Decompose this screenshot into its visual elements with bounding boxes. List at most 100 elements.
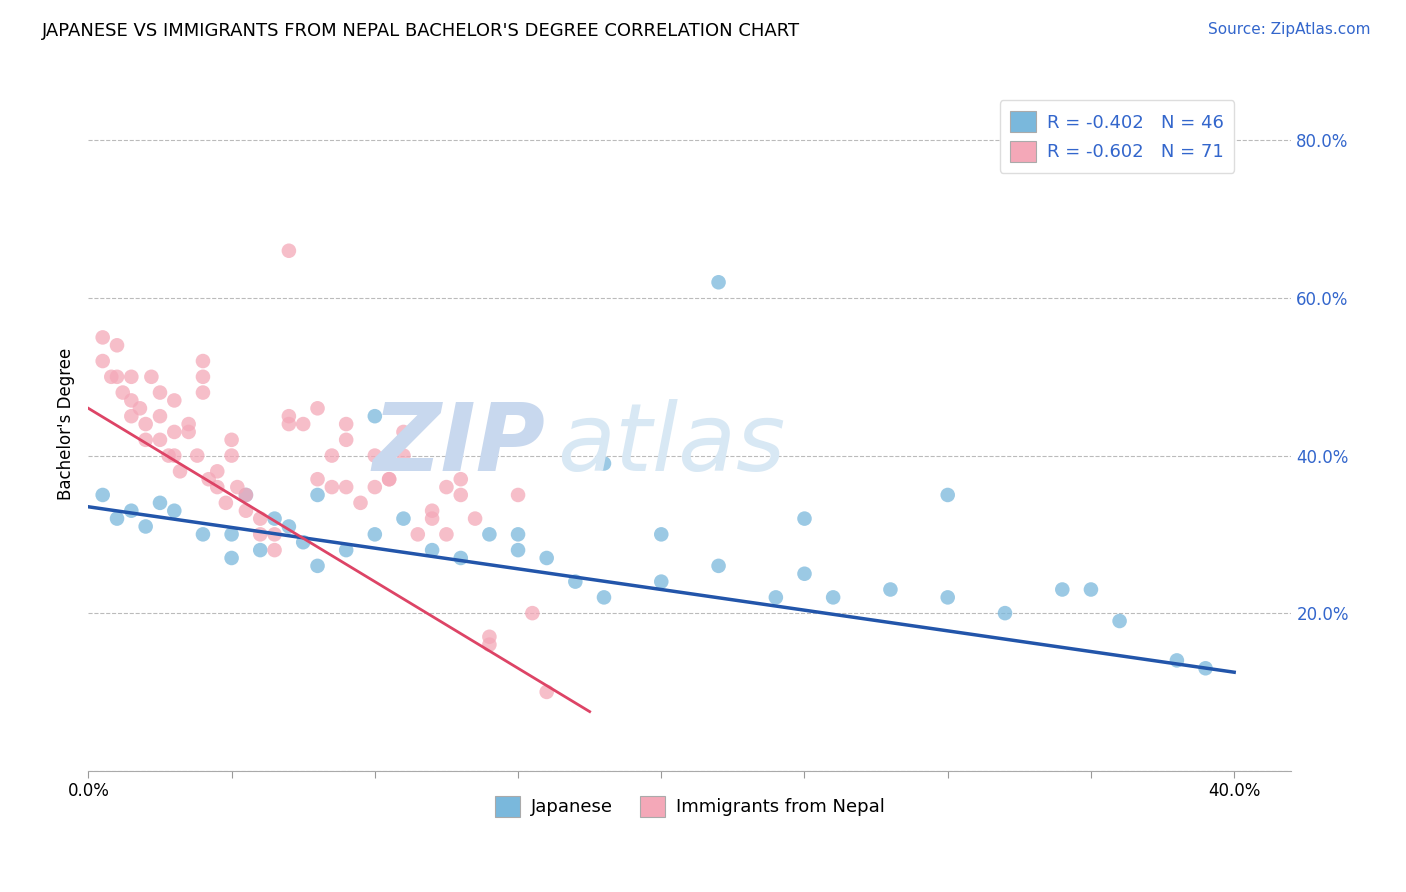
Point — [879, 582, 901, 597]
Point — [378, 472, 401, 486]
Point — [650, 574, 672, 589]
Point — [1166, 653, 1188, 667]
Point — [522, 606, 544, 620]
Point — [936, 488, 959, 502]
Point — [335, 543, 357, 558]
Point — [226, 480, 249, 494]
Point — [111, 385, 134, 400]
Point — [186, 449, 208, 463]
Point — [593, 591, 616, 605]
Point — [335, 480, 357, 494]
Point — [207, 464, 229, 478]
Point — [707, 275, 730, 289]
Point — [392, 511, 415, 525]
Point — [221, 551, 243, 566]
Point — [994, 606, 1017, 620]
Point — [263, 527, 285, 541]
Point — [141, 369, 163, 384]
Point — [235, 488, 257, 502]
Point — [135, 433, 157, 447]
Y-axis label: Bachelor's Degree: Bachelor's Degree — [58, 348, 75, 500]
Legend: Japanese, Immigrants from Nepal: Japanese, Immigrants from Nepal — [488, 789, 893, 824]
Point — [1194, 661, 1216, 675]
Point — [277, 519, 299, 533]
Point — [177, 417, 200, 431]
Point — [707, 558, 730, 573]
Point — [1080, 582, 1102, 597]
Point — [91, 488, 114, 502]
Point — [335, 417, 357, 431]
Point — [135, 519, 157, 533]
Point — [307, 558, 329, 573]
Point — [149, 496, 172, 510]
Point — [277, 409, 299, 424]
Point — [263, 511, 285, 525]
Point — [129, 401, 152, 416]
Point — [478, 630, 501, 644]
Point — [364, 449, 387, 463]
Point — [793, 511, 815, 525]
Point — [235, 504, 257, 518]
Point — [335, 433, 357, 447]
Point — [149, 409, 172, 424]
Point — [197, 472, 219, 486]
Point — [364, 480, 387, 494]
Point — [650, 527, 672, 541]
Point — [307, 488, 329, 502]
Point — [249, 527, 271, 541]
Point — [105, 369, 128, 384]
Point — [163, 393, 186, 408]
Point — [235, 488, 257, 502]
Point — [420, 543, 443, 558]
Point — [450, 472, 472, 486]
Point — [163, 425, 186, 439]
Point — [378, 472, 401, 486]
Point — [292, 417, 315, 431]
Point — [364, 409, 387, 424]
Point — [349, 496, 371, 510]
Point — [823, 591, 845, 605]
Point — [793, 566, 815, 581]
Point — [307, 472, 329, 486]
Point — [191, 354, 214, 368]
Point — [436, 480, 458, 494]
Point — [506, 543, 529, 558]
Point — [277, 244, 299, 258]
Point — [120, 393, 142, 408]
Point — [506, 488, 529, 502]
Point — [1052, 582, 1074, 597]
Point — [177, 425, 200, 439]
Text: atlas: atlas — [558, 400, 786, 491]
Point — [163, 504, 186, 518]
Point — [120, 409, 142, 424]
Point — [149, 433, 172, 447]
Point — [163, 449, 186, 463]
Point — [157, 449, 180, 463]
Point — [105, 338, 128, 352]
Point — [120, 504, 142, 518]
Point — [392, 449, 415, 463]
Text: Source: ZipAtlas.com: Source: ZipAtlas.com — [1208, 22, 1371, 37]
Point — [307, 401, 329, 416]
Point — [478, 527, 501, 541]
Point — [215, 496, 238, 510]
Point — [364, 527, 387, 541]
Point — [249, 543, 271, 558]
Point — [249, 511, 271, 525]
Point — [536, 551, 558, 566]
Point — [536, 685, 558, 699]
Point — [450, 551, 472, 566]
Point — [263, 543, 285, 558]
Point — [221, 433, 243, 447]
Point — [420, 504, 443, 518]
Point — [321, 449, 343, 463]
Point — [392, 425, 415, 439]
Point — [765, 591, 787, 605]
Text: JAPANESE VS IMMIGRANTS FROM NEPAL BACHELOR'S DEGREE CORRELATION CHART: JAPANESE VS IMMIGRANTS FROM NEPAL BACHEL… — [42, 22, 800, 40]
Point — [277, 417, 299, 431]
Text: ZIP: ZIP — [373, 399, 546, 491]
Point — [207, 480, 229, 494]
Point — [120, 369, 142, 384]
Point — [406, 527, 429, 541]
Point — [221, 449, 243, 463]
